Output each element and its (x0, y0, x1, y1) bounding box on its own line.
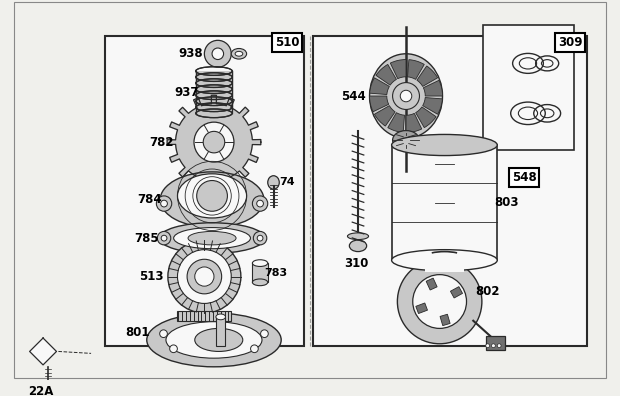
Text: 309: 309 (558, 36, 582, 49)
Circle shape (492, 344, 495, 348)
Bar (196, 71, 232, 113)
Text: 937: 937 (175, 86, 200, 99)
Bar (483, 25, 574, 150)
Circle shape (195, 267, 214, 286)
Ellipse shape (392, 131, 420, 150)
Wedge shape (388, 112, 404, 132)
Circle shape (212, 48, 224, 59)
Ellipse shape (216, 314, 226, 320)
Ellipse shape (177, 174, 247, 218)
Bar (416, 303, 428, 314)
Text: 513: 513 (140, 270, 164, 283)
Ellipse shape (231, 48, 247, 59)
Circle shape (397, 259, 482, 344)
Ellipse shape (235, 51, 243, 56)
Circle shape (194, 122, 234, 162)
Circle shape (197, 181, 228, 211)
Circle shape (156, 196, 172, 211)
Bar (426, 278, 437, 290)
Ellipse shape (160, 172, 264, 228)
Wedge shape (374, 106, 395, 126)
Text: 510: 510 (275, 36, 299, 49)
Circle shape (485, 344, 490, 348)
Ellipse shape (174, 228, 250, 249)
Text: 801: 801 (125, 326, 149, 339)
Circle shape (413, 275, 466, 328)
Wedge shape (423, 80, 443, 96)
Ellipse shape (252, 260, 268, 267)
Bar (313, 36, 587, 346)
Text: 544: 544 (341, 89, 366, 103)
Ellipse shape (268, 176, 279, 189)
Wedge shape (407, 60, 424, 79)
Ellipse shape (195, 328, 243, 352)
Wedge shape (415, 107, 436, 128)
Circle shape (257, 235, 263, 241)
Circle shape (160, 330, 167, 337)
Wedge shape (370, 78, 389, 95)
Circle shape (161, 235, 167, 241)
Bar (392, 145, 497, 260)
Ellipse shape (43, 383, 53, 389)
Bar (105, 36, 304, 346)
Circle shape (187, 259, 222, 294)
Polygon shape (30, 338, 56, 365)
Circle shape (254, 231, 267, 245)
Circle shape (203, 131, 224, 153)
Text: 785: 785 (135, 232, 159, 245)
Ellipse shape (347, 233, 368, 240)
Wedge shape (370, 96, 389, 112)
Circle shape (177, 249, 231, 303)
Wedge shape (406, 113, 422, 133)
Ellipse shape (159, 223, 265, 253)
Bar (440, 314, 450, 326)
Ellipse shape (147, 313, 281, 367)
Circle shape (260, 330, 268, 337)
Text: 783: 783 (264, 268, 287, 278)
Text: 548: 548 (512, 171, 536, 184)
Circle shape (252, 196, 268, 211)
Ellipse shape (350, 240, 366, 251)
Circle shape (205, 40, 231, 67)
Circle shape (161, 200, 167, 207)
Text: ©ReplacementParts.com: ©ReplacementParts.com (244, 185, 376, 195)
Text: 22A: 22A (29, 385, 54, 396)
Ellipse shape (392, 134, 497, 156)
Bar (252, 263, 268, 282)
Ellipse shape (370, 54, 443, 138)
Text: 803: 803 (495, 196, 519, 209)
Ellipse shape (188, 231, 236, 245)
Text: 74: 74 (279, 177, 294, 187)
Circle shape (257, 200, 264, 207)
Circle shape (250, 345, 259, 352)
Ellipse shape (166, 322, 262, 358)
Text: 784: 784 (137, 193, 162, 206)
Circle shape (168, 240, 241, 313)
Ellipse shape (392, 249, 497, 271)
Bar (425, 253, 464, 272)
Wedge shape (376, 65, 396, 85)
Wedge shape (423, 97, 443, 114)
Bar (177, 311, 231, 321)
Circle shape (157, 231, 170, 245)
Wedge shape (417, 66, 438, 86)
Text: 938: 938 (179, 47, 203, 60)
Text: 782: 782 (149, 135, 174, 148)
Bar (451, 287, 463, 298)
Circle shape (497, 344, 501, 348)
Bar (216, 317, 226, 346)
Polygon shape (167, 95, 261, 189)
Text: 310: 310 (344, 257, 368, 270)
Ellipse shape (252, 279, 268, 286)
Circle shape (170, 345, 177, 352)
Circle shape (392, 83, 420, 109)
Text: 802: 802 (476, 286, 500, 299)
Wedge shape (391, 59, 406, 79)
Circle shape (401, 90, 412, 102)
Bar (485, 336, 505, 350)
